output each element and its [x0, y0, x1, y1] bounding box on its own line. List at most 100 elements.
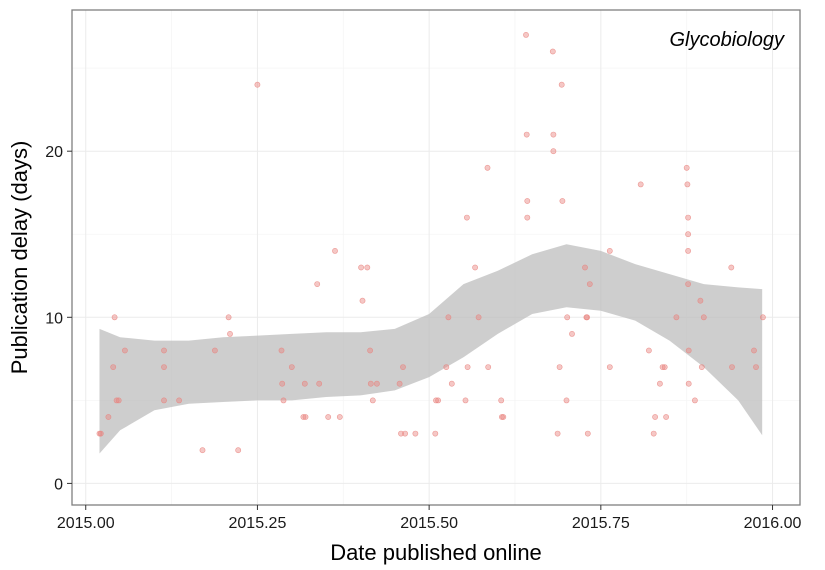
data-point — [524, 214, 531, 221]
y-tick-label: 0 — [54, 476, 63, 493]
data-point — [523, 131, 530, 138]
data-point — [463, 214, 470, 221]
data-point — [464, 364, 471, 370]
y-tick-label: 10 — [45, 310, 63, 327]
data-point — [199, 447, 206, 454]
data-point — [685, 247, 691, 254]
data-point — [432, 430, 439, 437]
data-point — [412, 430, 419, 437]
data-point — [176, 397, 182, 404]
data-point — [652, 414, 658, 420]
data-point — [302, 414, 309, 420]
data-point — [122, 347, 128, 354]
data-point — [325, 414, 332, 420]
data-point — [115, 397, 122, 404]
data-point — [105, 414, 112, 420]
data-point — [97, 430, 104, 437]
data-point — [254, 81, 261, 88]
data-point — [369, 397, 376, 404]
data-point — [659, 364, 666, 370]
data-point — [400, 364, 406, 370]
data-point — [728, 264, 735, 271]
x-tick-label: 2015.00 — [57, 515, 115, 532]
data-point — [646, 347, 652, 354]
x-axis-ticks: 2015.00 2015.25 2015.50 2015.75 2016.00 — [57, 505, 802, 532]
data-point — [558, 81, 565, 88]
data-point — [685, 380, 692, 387]
data-points — [96, 32, 766, 454]
y-tick-label: 20 — [45, 144, 63, 161]
data-point — [554, 430, 561, 437]
data-point — [606, 364, 613, 370]
data-point — [433, 397, 439, 404]
smooth-confidence-band — [99, 244, 763, 454]
data-point — [364, 264, 371, 271]
data-point — [314, 281, 321, 287]
data-point — [584, 430, 591, 437]
data-point — [523, 32, 529, 38]
data-point — [582, 264, 588, 271]
data-point — [475, 314, 482, 321]
data-point — [673, 314, 680, 321]
data-point — [663, 414, 669, 420]
data-point — [556, 364, 563, 370]
data-point — [700, 314, 707, 321]
data-point — [396, 380, 403, 387]
data-point — [697, 297, 704, 304]
data-point — [225, 314, 232, 321]
journal-annotation: Glycobiology — [669, 29, 785, 51]
grid-lines — [72, 10, 800, 505]
data-point — [443, 364, 450, 370]
data-point — [448, 380, 455, 387]
data-point — [358, 264, 364, 271]
x-tick-label: 2016.00 — [744, 515, 802, 532]
data-point — [359, 297, 366, 304]
data-point — [685, 281, 691, 287]
data-point — [110, 364, 117, 370]
data-point — [96, 430, 103, 437]
data-point — [300, 414, 307, 420]
data-point — [524, 198, 531, 204]
data-point — [111, 314, 118, 321]
data-point — [279, 380, 286, 387]
data-point — [336, 414, 343, 420]
data-point — [586, 281, 593, 287]
data-point — [367, 347, 373, 354]
data-point — [698, 364, 705, 370]
data-point — [227, 330, 233, 337]
data-point — [484, 164, 491, 171]
data-point — [301, 380, 308, 387]
data-point — [485, 364, 492, 370]
data-point — [500, 414, 507, 420]
data-point — [367, 380, 374, 387]
data-point — [569, 330, 575, 337]
x-tick-label: 2015.50 — [400, 515, 458, 532]
data-point — [657, 380, 663, 387]
data-point — [398, 430, 404, 437]
data-point — [685, 347, 692, 354]
data-point — [288, 364, 295, 370]
data-point — [692, 397, 698, 404]
data-point — [753, 364, 759, 370]
data-point — [550, 148, 557, 155]
data-point — [211, 347, 218, 354]
data-point — [161, 364, 167, 370]
data-point — [278, 347, 285, 354]
data-point — [435, 397, 441, 404]
data-point — [161, 397, 167, 404]
x-tick-label: 2015.75 — [572, 515, 630, 532]
data-point — [584, 314, 590, 321]
y-axis-ticks: 0 10 20 — [45, 144, 72, 493]
data-point — [445, 314, 452, 321]
data-point — [462, 397, 469, 404]
data-point — [498, 414, 505, 420]
data-point — [550, 131, 557, 138]
plot-panel-border — [71, 9, 801, 506]
data-point — [683, 164, 690, 171]
data-point — [650, 430, 657, 437]
x-axis-title: Date published online — [330, 540, 542, 565]
data-point — [161, 347, 167, 354]
data-point — [235, 447, 242, 454]
data-point — [280, 397, 287, 404]
